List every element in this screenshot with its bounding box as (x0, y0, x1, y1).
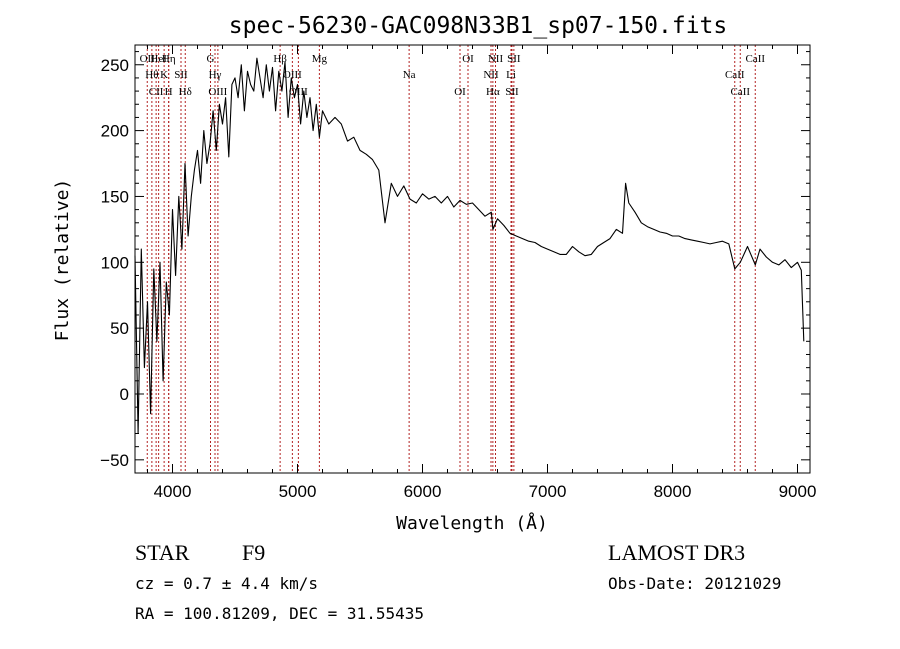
line-label: NII (488, 53, 504, 65)
chart-title: spec-56230-GAC098N33B1_sp07-150.fits (229, 13, 728, 39)
line-label: G (207, 53, 215, 65)
line-label: Hβ (273, 53, 287, 65)
x-tick-label: 4000 (154, 482, 192, 501)
x-tick-label: 9000 (779, 482, 817, 501)
x-tick-label: 8000 (654, 482, 692, 501)
y-tick-label: 50 (110, 319, 129, 338)
line-label: Hθ (145, 69, 158, 81)
plot-frame (134, 44, 811, 474)
line-label: Hη (162, 53, 176, 65)
y-tick-label: 150 (101, 187, 129, 206)
coordinates: RA = 100.81209, DEC = 31.55435 (135, 604, 424, 623)
spectrum-line (134, 57, 805, 435)
line-label: CII (149, 86, 164, 98)
y-axis-label: Flux (relative) (52, 179, 73, 342)
survey-name: LAMOST DR3 (608, 540, 745, 565)
y-axis: −50 0 50 100 150 200 250 (100, 51, 810, 470)
line-label: NII (483, 69, 499, 81)
line-label: SII (505, 86, 519, 98)
x-axis-label: Wavelength (Å) (396, 512, 548, 534)
line-label: HeI (150, 53, 167, 65)
line-label: SII (174, 69, 188, 81)
redshift-cz: cz = 0.7 ± 4.4 km/s (135, 574, 318, 593)
line-label: CaII (745, 53, 765, 65)
emission-line-markers (146, 45, 756, 473)
y-tick-label: 100 (101, 253, 129, 272)
y-tick-label: 250 (101, 56, 129, 75)
x-tick-label: 7000 (529, 482, 567, 501)
line-label: Hα (486, 86, 500, 98)
line-label: OI (454, 86, 466, 98)
y-tick-label: 200 (101, 122, 129, 141)
x-tick-label: 5000 (279, 482, 317, 501)
line-label: CaII (725, 69, 745, 81)
line-label: OIII (208, 86, 227, 98)
line-label: Na (403, 69, 416, 81)
line-label: OIII (283, 69, 302, 81)
line-label: SII (507, 53, 521, 65)
emission-line-labels: OIIHθCIIHeIKHHηSIIHδGHγOIIIHβOIIIOIIIMgN… (140, 53, 766, 98)
observation-date: Obs-Date: 20121029 (608, 574, 781, 593)
y-tick-label: −50 (100, 451, 129, 470)
object-subclass: F9 (242, 540, 265, 565)
object-class: STAR (135, 540, 190, 565)
line-label: Li (506, 69, 516, 81)
line-label: H (165, 86, 173, 98)
x-tick-label: 6000 (404, 482, 442, 501)
line-label: Mg (312, 53, 328, 65)
line-label: Hδ (179, 86, 192, 98)
line-label: Hγ (209, 69, 222, 81)
line-label: K (160, 69, 168, 81)
line-label: OI (462, 53, 474, 65)
y-tick-label: 0 (120, 385, 129, 404)
line-label: CaII (730, 86, 750, 98)
line-label: OII (140, 53, 156, 65)
x-axis: 4000 5000 6000 7000 8000 9000 (147, 45, 817, 501)
